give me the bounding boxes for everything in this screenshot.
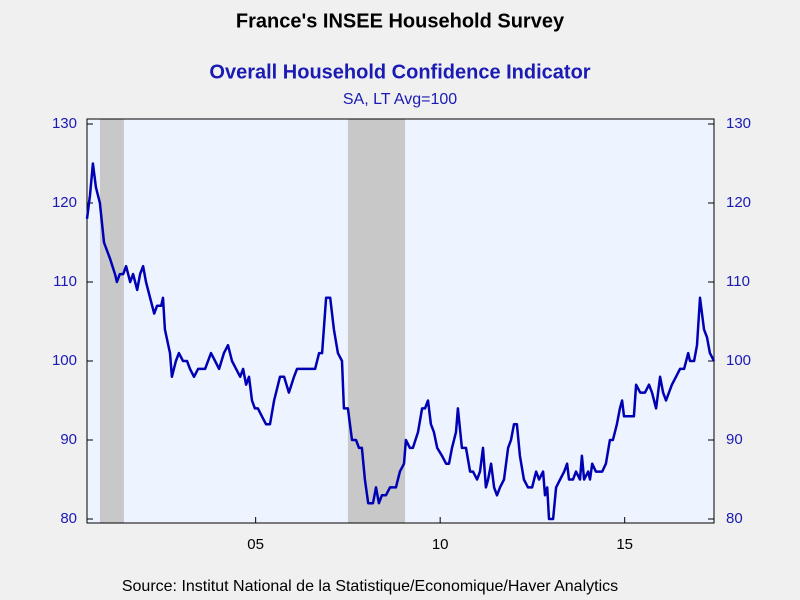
y-tick-label: 110 [53, 273, 77, 290]
y-tick-label: 130 [52, 115, 77, 132]
y2-tick-label: 120 [726, 194, 751, 211]
y-tick-label: 100 [52, 352, 77, 369]
chart-title: France's INSEE Household Survey [236, 10, 565, 32]
x-tick-label: 10 [432, 536, 449, 553]
y2-tick-label: 110 [726, 273, 750, 290]
y2-tick-label: 80 [726, 510, 743, 527]
y-tick-label: 90 [60, 431, 77, 448]
chart-subtitle: SA, LT Avg=100 [343, 91, 457, 108]
plot-frame [86, 118, 715, 524]
chart-subtitle: Overall Household Confidence Indicator [209, 61, 590, 83]
y-tick-label: 120 [52, 194, 77, 211]
x-tick-label: 15 [616, 536, 633, 553]
y2-tick-label: 90 [726, 431, 743, 448]
y2-tick-label: 130 [726, 115, 751, 132]
y-tick-label: 80 [60, 510, 77, 527]
source-note: Source: Institut National de la Statisti… [122, 578, 618, 595]
x-tick-label: 05 [247, 536, 264, 553]
recession-band [99, 119, 124, 523]
y2-tick-label: 100 [726, 352, 751, 369]
recession-band [347, 119, 406, 523]
data-line [85, 162, 716, 521]
